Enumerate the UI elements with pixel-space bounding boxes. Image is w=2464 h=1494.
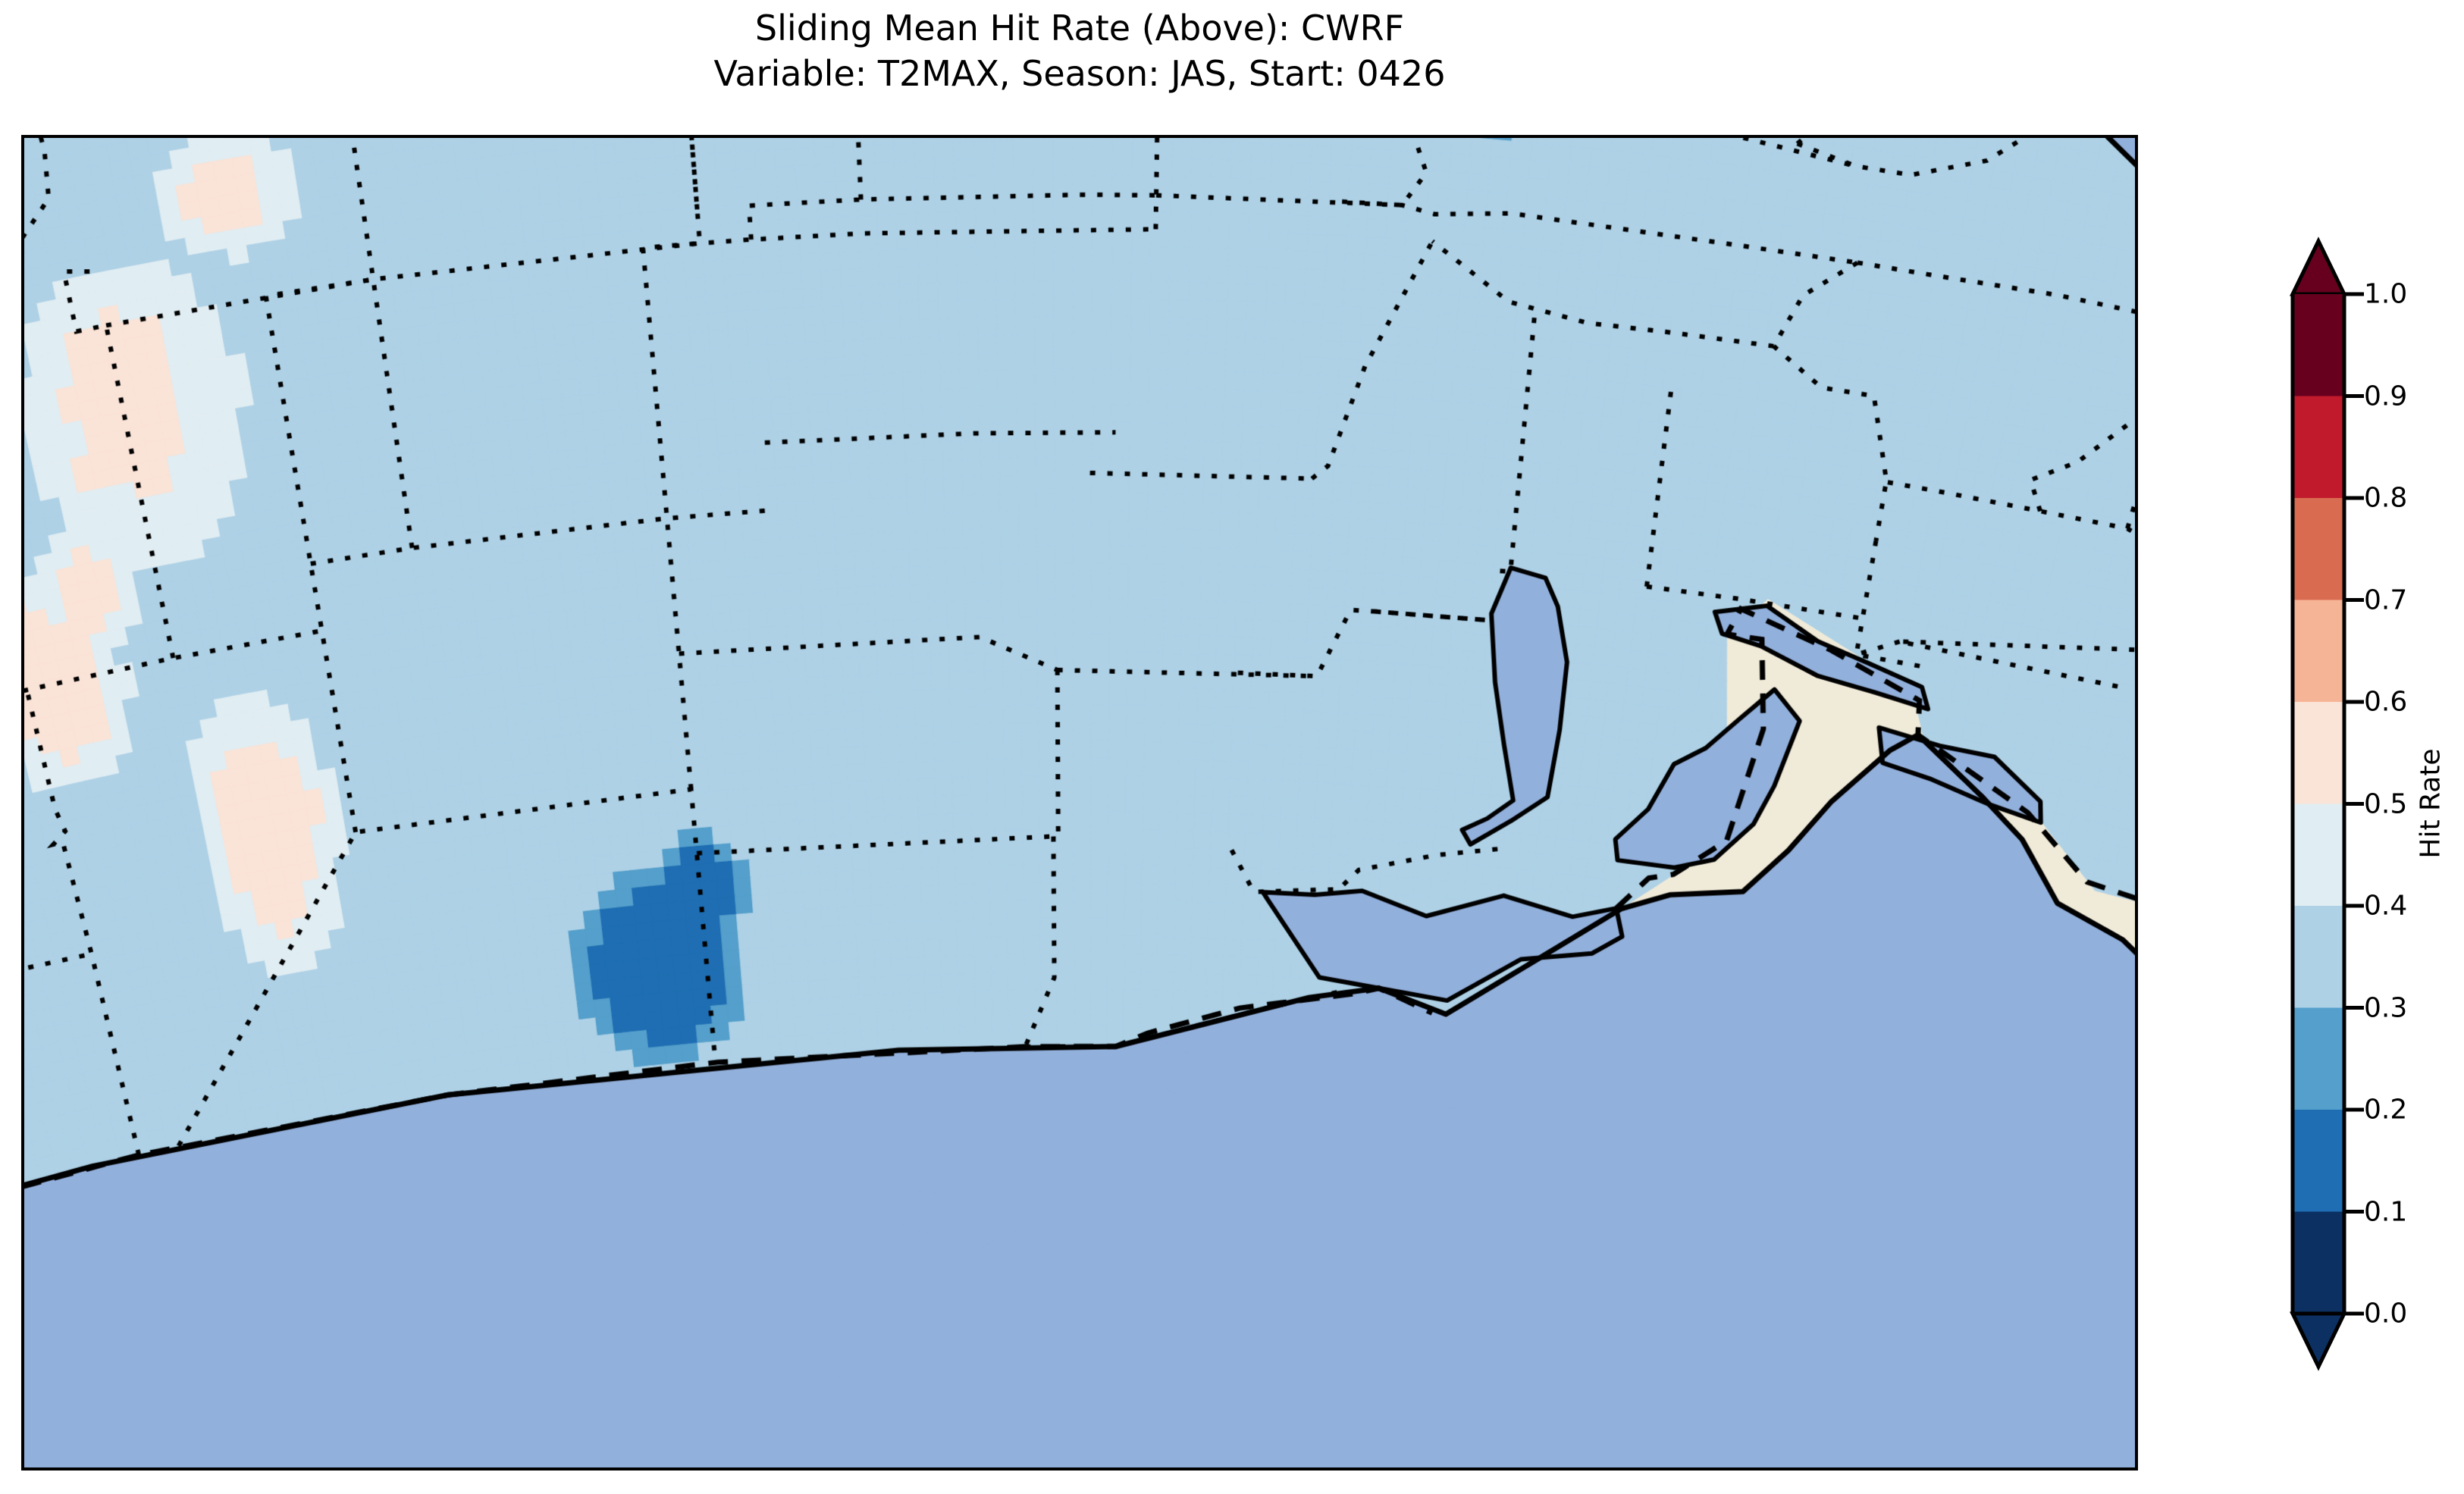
colorbar-tick-0-7: 0.7: [2364, 584, 2408, 615]
colorbar-axis-label: Hit Rate: [2415, 748, 2447, 859]
colorbar-tick-0-2: 0.2: [2364, 1094, 2408, 1126]
colorbar-swatches: [2290, 236, 2364, 1371]
colorbar-tick-0-6: 0.6: [2364, 686, 2408, 718]
colorbar-tick-0-0: 0.0: [2364, 1298, 2408, 1330]
title-line-2: Variable: T2MAX, Season: JAS, Start: 042…: [713, 52, 1446, 94]
colorbar-tick-0-5: 0.5: [2364, 788, 2408, 819]
colorbar-tick-0-1: 0.1: [2364, 1196, 2408, 1227]
colorbar-tick-0-9: 0.9: [2364, 381, 2408, 412]
page-title: Sliding Mean Hit Rate (Above): CWRF Vari…: [0, 6, 2159, 97]
colorbar: 1.0 0.9 0.8 0.7 0.6 0.5 0.4 0.3 0.2 0.1 0.0 Hit Ra…: [2282, 227, 2464, 1380]
colorbar-tick-1-0: 1.0: [2364, 278, 2408, 310]
colorbar-tick-0-4: 0.4: [2364, 890, 2408, 922]
title-line-1: Sliding Mean Hit Rate (Above): CWRF: [754, 8, 1405, 49]
colorbar-tick-0-3: 0.3: [2364, 992, 2408, 1023]
colorbar-tick-labels: 1.0 0.9 0.8 0.7 0.6 0.5 0.4 0.3 0.2 0.1 0.0: [2282, 227, 2464, 1380]
hit-rate-heatmap-canvas: [24, 138, 2135, 1467]
colorbar-tick-0-8: 0.8: [2364, 482, 2408, 514]
map-plot-area: [21, 135, 2138, 1471]
